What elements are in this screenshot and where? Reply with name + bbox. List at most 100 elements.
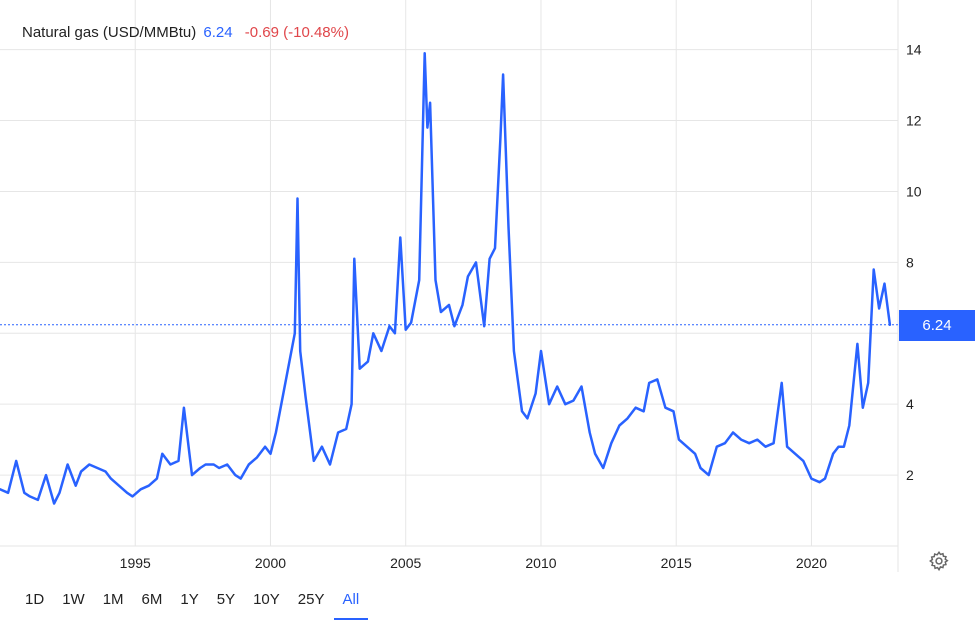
data-point: [424, 52, 426, 54]
data-point: [686, 446, 688, 448]
range-button-1y[interactable]: 1Y: [180, 591, 199, 608]
data-point: [283, 389, 285, 391]
data-point: [594, 453, 596, 455]
data-point: [372, 332, 374, 334]
data-point: [329, 463, 331, 466]
data-point: [526, 417, 529, 419]
chart-header: Natural gas (USD/MMBtu) 6.24 -0.69 (-10.…: [22, 24, 349, 41]
data-point: [313, 460, 315, 462]
data-point: [672, 410, 675, 412]
data-point: [418, 279, 420, 281]
data-point: [589, 431, 591, 434]
data-point: [80, 470, 82, 473]
data-point: [53, 502, 55, 505]
x-tick-label: 2020: [796, 555, 827, 571]
data-point: [499, 137, 501, 139]
data-point: [264, 446, 266, 448]
data-point: [626, 417, 629, 419]
data-point: [7, 492, 9, 494]
data-point: [296, 197, 299, 200]
data-point: [226, 463, 228, 466]
data-point: [716, 446, 718, 448]
range-button-10y[interactable]: 10Y: [253, 591, 280, 608]
data-point: [410, 322, 412, 324]
range-button-1w[interactable]: 1W: [62, 591, 85, 608]
range-button-1d[interactable]: 1D: [25, 591, 45, 608]
data-point: [275, 431, 277, 434]
data-point: [843, 446, 845, 448]
data-point: [345, 428, 347, 430]
data-point: [104, 470, 107, 473]
data-point: [740, 439, 742, 441]
data-point: [0, 488, 1, 490]
data-point: [367, 361, 369, 363]
data-point: [732, 431, 734, 434]
data-point: [507, 226, 510, 228]
data-point: [140, 488, 142, 490]
y-tick-label: 12: [906, 113, 922, 129]
data-point: [724, 442, 726, 444]
data-point: [169, 463, 171, 466]
range-button-25y[interactable]: 25Y: [297, 591, 325, 608]
data-point: [794, 453, 796, 455]
data-point: [399, 236, 401, 239]
y-tick-label: 2: [906, 467, 914, 483]
data-point: [883, 283, 886, 285]
data-point: [832, 453, 834, 455]
data-point: [191, 474, 193, 476]
gear-icon[interactable]: [928, 550, 950, 572]
data-point: [699, 467, 702, 469]
data-point: [156, 478, 158, 480]
data-point: [564, 403, 566, 405]
data-point: [867, 382, 869, 384]
data-point: [29, 495, 31, 497]
data-point: [177, 460, 180, 462]
data-point: [256, 456, 258, 458]
data-point: [635, 407, 637, 409]
data-point: [489, 258, 491, 260]
data-point: [856, 343, 859, 345]
range-button-5y[interactable]: 5Y: [216, 591, 236, 608]
data-point: [862, 407, 864, 409]
data-point: [678, 439, 680, 441]
data-point: [337, 431, 339, 434]
data-point: [513, 350, 515, 352]
last-price-badge: 6.24: [899, 309, 975, 341]
range-button-1m[interactable]: 1M: [102, 591, 124, 608]
data-point: [556, 385, 558, 388]
data-point: [118, 485, 120, 487]
data-point: [889, 324, 891, 326]
data-point: [802, 460, 804, 462]
data-point: [819, 481, 821, 483]
x-tick-label: 1995: [120, 555, 151, 571]
data-point: [405, 329, 407, 331]
data-point: [248, 463, 250, 466]
data-point: [483, 325, 485, 327]
data-point: [88, 463, 90, 466]
data-point: [429, 102, 431, 104]
time-range-selector: 1D 1W 1M 6M 1Y 5Y 10Y 25Y All: [16, 588, 368, 621]
data-point: [643, 410, 645, 412]
data-point: [440, 311, 442, 313]
data-point: [388, 325, 391, 327]
data-point: [299, 350, 301, 352]
y-tick-label: 10: [906, 183, 922, 199]
data-point: [305, 396, 307, 398]
data-point: [773, 442, 775, 444]
data-point: [131, 495, 134, 497]
data-point: [213, 463, 215, 466]
data-point: [764, 446, 767, 448]
data-point: [580, 385, 583, 388]
data-point: [234, 474, 236, 476]
x-tick-label: 2010: [525, 555, 556, 571]
instrument-title: Natural gas (USD/MMBtu): [22, 24, 197, 41]
data-point: [23, 492, 25, 494]
range-button-6m[interactable]: 6M: [141, 591, 163, 608]
data-point: [810, 478, 813, 480]
data-point: [467, 275, 469, 278]
range-button-all[interactable]: All: [333, 588, 369, 620]
data-point: [205, 463, 207, 466]
y-tick-label: 14: [906, 42, 922, 58]
x-tick-label: 2015: [661, 555, 692, 571]
